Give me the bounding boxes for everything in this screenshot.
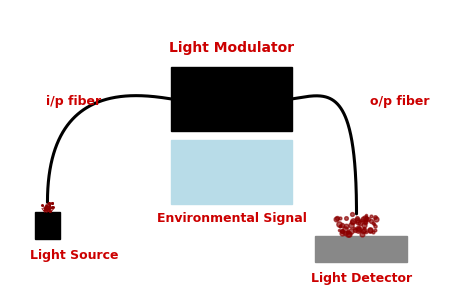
Bar <box>35 212 60 239</box>
Bar <box>315 236 407 262</box>
Bar <box>171 140 292 204</box>
Bar <box>171 67 292 131</box>
Text: Light Detector: Light Detector <box>311 272 412 285</box>
Text: i/p fiber: i/p fiber <box>46 95 101 108</box>
Text: Environmental Signal: Environmental Signal <box>156 212 307 226</box>
Text: Light Source: Light Source <box>30 249 119 262</box>
Text: o/p fiber: o/p fiber <box>370 95 430 108</box>
Text: Light Modulator: Light Modulator <box>169 41 294 55</box>
